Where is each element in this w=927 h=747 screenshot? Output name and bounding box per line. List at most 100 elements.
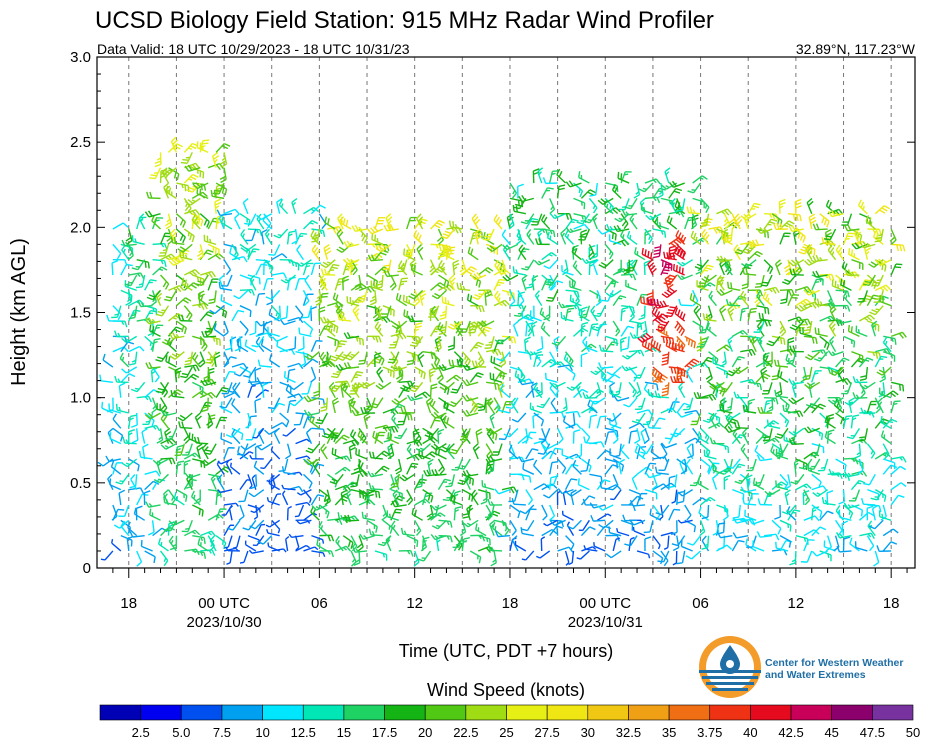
wind-barb bbox=[512, 320, 519, 337]
wind-barb bbox=[112, 222, 129, 230]
wind-barb bbox=[429, 416, 442, 429]
wind-barb bbox=[343, 240, 360, 248]
wind-barb bbox=[184, 351, 193, 366]
wind-barb bbox=[733, 421, 749, 430]
colorbar-label: 47.5 bbox=[860, 725, 885, 740]
wind-barb bbox=[674, 320, 685, 336]
wind-barb bbox=[758, 312, 773, 322]
wind-barb bbox=[676, 402, 691, 414]
wind-barb bbox=[727, 281, 741, 292]
wind-barb bbox=[196, 443, 204, 460]
wind-barb bbox=[847, 324, 860, 337]
wind-barb bbox=[194, 412, 202, 429]
wind-barb bbox=[295, 455, 311, 460]
wind-barb bbox=[357, 460, 368, 475]
wind-barb bbox=[443, 415, 455, 429]
wind-barb bbox=[383, 223, 399, 232]
wind-barb bbox=[247, 228, 263, 236]
wind-barb bbox=[156, 381, 170, 394]
wind-barb bbox=[183, 459, 191, 475]
wind-barb bbox=[605, 289, 622, 298]
wind-barb bbox=[846, 427, 861, 440]
wind-barb bbox=[705, 366, 713, 383]
wind-barb bbox=[437, 478, 451, 491]
wind-barb bbox=[354, 274, 362, 291]
wind-barb bbox=[266, 290, 274, 306]
wind-barb bbox=[251, 335, 265, 348]
wind-barb bbox=[620, 444, 630, 460]
wind-barb bbox=[305, 443, 320, 454]
wind-barb bbox=[249, 274, 257, 291]
wind-barb bbox=[336, 351, 352, 362]
wind-barb bbox=[565, 366, 576, 381]
wind-barb bbox=[525, 448, 539, 460]
wind-barb bbox=[400, 381, 416, 392]
wind-barb bbox=[237, 446, 249, 460]
wind-barb bbox=[826, 490, 834, 506]
wind-barb bbox=[598, 259, 614, 269]
wind-barb bbox=[400, 527, 415, 537]
wind-barb bbox=[361, 511, 376, 521]
wind-barb bbox=[407, 315, 423, 323]
wind-barb bbox=[880, 430, 892, 445]
wind-barb bbox=[368, 482, 383, 491]
wind-barb bbox=[218, 281, 233, 292]
wind-barb bbox=[803, 335, 818, 345]
wind-barb bbox=[191, 214, 201, 230]
wind-barb bbox=[549, 213, 566, 220]
wind-barb bbox=[192, 534, 206, 544]
wind-barb bbox=[303, 395, 320, 403]
colorbar-label: 32.5 bbox=[616, 725, 641, 740]
wind-barb bbox=[700, 458, 711, 473]
wind-barb bbox=[643, 520, 654, 534]
wind-barb bbox=[125, 228, 133, 245]
wind-barb bbox=[366, 519, 378, 533]
wind-barb bbox=[548, 461, 559, 475]
wind-barb bbox=[286, 230, 296, 245]
wind-barb bbox=[181, 520, 193, 533]
wind-barb bbox=[430, 504, 447, 511]
wind-barb bbox=[256, 213, 273, 221]
wind-barb bbox=[129, 351, 138, 366]
wind-barb bbox=[136, 550, 143, 567]
wind-barb bbox=[604, 280, 619, 291]
wind-barb bbox=[184, 164, 201, 172]
wind-barb bbox=[156, 428, 164, 444]
wind-barb bbox=[509, 182, 518, 199]
wind-barb bbox=[520, 527, 534, 537]
wind-barb bbox=[201, 443, 209, 460]
wind-barb bbox=[825, 199, 837, 215]
wind-barb bbox=[325, 353, 336, 368]
wind-barb bbox=[225, 546, 240, 552]
wind-barb bbox=[521, 550, 535, 561]
wind-barbs bbox=[97, 136, 907, 567]
wind-barb bbox=[628, 320, 643, 330]
wind-barb bbox=[415, 474, 424, 489]
wind-barb bbox=[311, 244, 321, 261]
wind-barb bbox=[841, 382, 853, 395]
wind-barb bbox=[232, 382, 241, 399]
wind-barb bbox=[196, 244, 205, 261]
wind-barb bbox=[790, 473, 805, 485]
wind-barb bbox=[284, 443, 292, 460]
wind-barb bbox=[390, 364, 407, 372]
wind-barb bbox=[766, 397, 774, 413]
wind-barb bbox=[271, 253, 288, 261]
wind-barb bbox=[363, 412, 371, 429]
wind-barb bbox=[633, 366, 646, 379]
wind-barb bbox=[318, 521, 328, 537]
wind-barb bbox=[414, 427, 422, 444]
wind-barb bbox=[512, 266, 526, 276]
wind-barb bbox=[285, 536, 290, 552]
wind-barb bbox=[343, 257, 360, 265]
wind-barb bbox=[184, 209, 201, 217]
colorbar-label: 15 bbox=[337, 725, 351, 740]
wind-barb bbox=[390, 403, 406, 414]
wind-barb bbox=[789, 550, 797, 566]
wind-barb bbox=[478, 320, 495, 328]
wind-barb bbox=[138, 213, 146, 230]
wind-barb bbox=[392, 489, 400, 506]
wind-barb bbox=[529, 402, 542, 414]
wind-barb bbox=[800, 550, 813, 563]
wind-barb bbox=[212, 182, 225, 195]
